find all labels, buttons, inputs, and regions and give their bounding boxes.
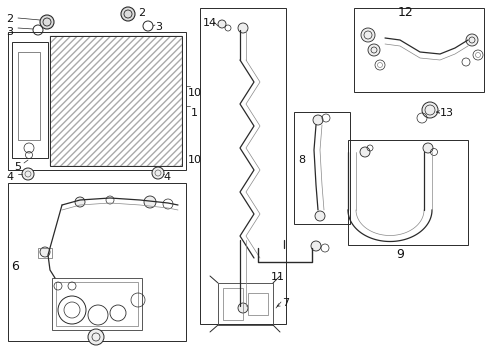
Text: 10: 10 bbox=[187, 155, 202, 165]
Circle shape bbox=[143, 196, 156, 208]
Circle shape bbox=[238, 303, 247, 313]
Bar bbox=[50, 36, 182, 166]
Bar bbox=[353, 8, 483, 92]
Circle shape bbox=[75, 197, 85, 207]
Bar bbox=[218, 283, 272, 325]
Circle shape bbox=[367, 44, 379, 56]
Bar bbox=[8, 32, 185, 170]
Text: 6: 6 bbox=[11, 260, 19, 273]
Text: 8: 8 bbox=[297, 155, 305, 165]
Bar bbox=[56, 282, 138, 326]
Text: 10: 10 bbox=[187, 88, 202, 98]
Circle shape bbox=[360, 28, 374, 42]
Text: 9: 9 bbox=[395, 248, 403, 261]
Bar bbox=[247, 293, 267, 315]
Text: 2: 2 bbox=[6, 14, 13, 24]
Circle shape bbox=[359, 147, 369, 157]
Text: 5: 5 bbox=[14, 162, 21, 172]
Text: 4: 4 bbox=[6, 172, 13, 182]
Circle shape bbox=[238, 23, 247, 33]
Circle shape bbox=[421, 102, 437, 118]
Circle shape bbox=[22, 168, 34, 180]
Bar bbox=[347, 140, 467, 245]
Text: 3: 3 bbox=[155, 22, 162, 32]
Circle shape bbox=[40, 247, 50, 257]
Text: 4: 4 bbox=[163, 172, 170, 182]
Bar bbox=[50, 36, 182, 166]
Text: 11: 11 bbox=[270, 272, 285, 282]
Circle shape bbox=[314, 211, 325, 221]
Text: 7: 7 bbox=[282, 298, 288, 308]
Bar bbox=[38, 248, 52, 258]
Text: 14: 14 bbox=[203, 18, 217, 28]
Circle shape bbox=[152, 167, 163, 179]
Circle shape bbox=[88, 329, 104, 345]
Text: 3: 3 bbox=[6, 27, 13, 37]
Circle shape bbox=[422, 143, 432, 153]
Circle shape bbox=[121, 7, 135, 21]
Circle shape bbox=[40, 15, 54, 29]
Text: 13: 13 bbox=[439, 108, 453, 118]
Text: 1: 1 bbox=[191, 108, 198, 118]
Circle shape bbox=[310, 241, 320, 251]
Circle shape bbox=[312, 115, 323, 125]
Bar bbox=[52, 278, 142, 330]
Bar bbox=[293, 112, 349, 224]
Text: 2: 2 bbox=[138, 8, 145, 18]
Bar bbox=[200, 8, 285, 324]
Bar bbox=[12, 42, 48, 158]
Bar bbox=[8, 183, 185, 341]
Bar bbox=[18, 52, 40, 140]
Text: 12: 12 bbox=[397, 6, 413, 19]
Circle shape bbox=[218, 20, 225, 28]
Bar bbox=[223, 288, 243, 320]
Circle shape bbox=[465, 34, 477, 46]
